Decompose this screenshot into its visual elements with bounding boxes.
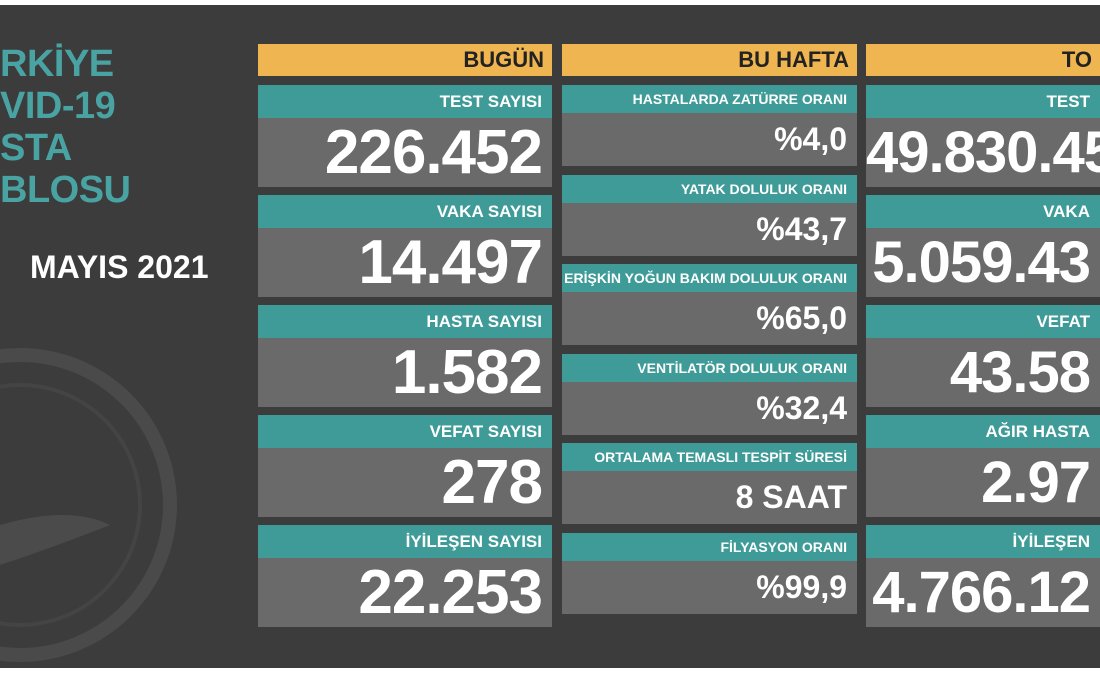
card-value: %4,0 <box>562 113 857 166</box>
card-value: 1.582 <box>258 338 552 407</box>
card-label: VEFAT SAYISI <box>258 415 552 448</box>
card-value: %43,7 <box>562 202 857 256</box>
card-value: 4.766.12 <box>866 558 1100 627</box>
card-value: 14.497 <box>258 228 552 297</box>
title-line: STA <box>0 127 72 169</box>
card-label: YATAK DOLULUK ORANI <box>562 174 857 203</box>
board: RKİYE VID-19 STA BLOSU MAYIS 2021 BUGÜN TEST S… <box>0 5 1100 668</box>
card-value: 278 <box>258 448 552 517</box>
card-value: 8 SAAT <box>562 471 857 524</box>
column-header: TO <box>866 44 1100 76</box>
card-label: VENTİLATÖR DOLULUK ORANI <box>562 353 857 382</box>
title-line: BLOSU <box>0 169 131 211</box>
card-value: 226.452 <box>258 118 552 187</box>
card-value: 2.97 <box>866 448 1100 517</box>
card-label: TEST SAYISI <box>258 85 552 118</box>
card-label: VAKA SAYISI <box>258 195 552 228</box>
card-label: HASTA SAYISI <box>258 305 552 338</box>
card-value: %32,4 <box>562 381 857 435</box>
card-label: FİLYASYON ORANI <box>562 532 857 561</box>
card-label: İYİLEŞEN <box>866 525 1100 558</box>
card-label: HASTALARDA ZATÜRRE ORANI <box>562 85 857 113</box>
card-value: 43.58 <box>866 338 1100 407</box>
card-label: İYİLEŞEN SAYISI <box>258 525 552 558</box>
card-value: 49.830.45 <box>866 118 1100 187</box>
card-value: 5.059.43 <box>866 228 1100 297</box>
column-header: BUGÜN <box>258 44 552 76</box>
title-line: RKİYE <box>0 43 114 85</box>
card-label: VEFAT <box>866 305 1100 338</box>
card-label: ORTALAMA TEMASLI TESPİT SÜRESİ <box>562 443 857 471</box>
card-label: ERİŞKİN YOĞUN BAKIM DOLULUK ORANI <box>562 264 857 292</box>
card-value: %99,9 <box>562 560 857 614</box>
card-label: AĞIR HASTA <box>866 415 1100 448</box>
title-line: VID-19 <box>0 85 116 127</box>
date: MAYIS 2021 <box>30 249 209 285</box>
column-header: BU HAFTA <box>562 44 857 76</box>
card-label: VAKA <box>866 195 1100 228</box>
card-value: 22.253 <box>258 558 552 627</box>
card-label: TEST <box>866 85 1100 118</box>
card-value: %65,0 <box>562 292 857 345</box>
emblem <box>0 348 177 662</box>
